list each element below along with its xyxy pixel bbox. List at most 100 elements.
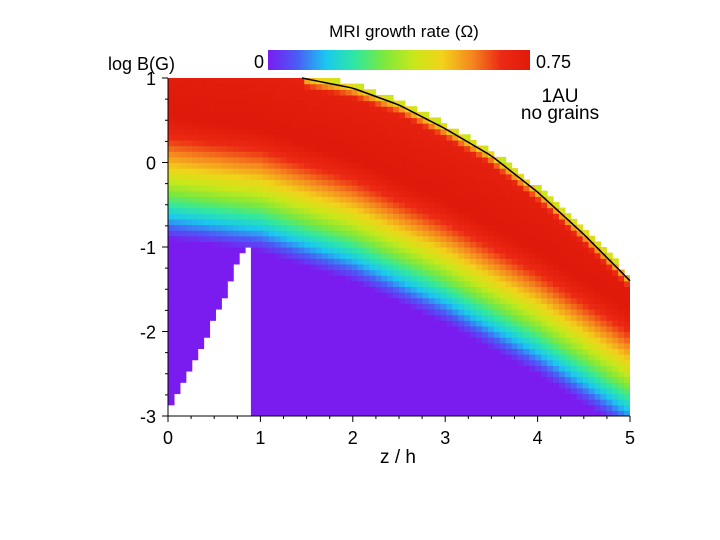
heatmap-cell (322, 252, 329, 259)
heatmap-cell (470, 348, 477, 355)
heatmap-cell (564, 337, 572, 344)
heatmap-cell (322, 387, 329, 395)
heatmap-cell (191, 134, 199, 141)
heatmap-cell (422, 145, 430, 152)
heatmap-cell (470, 145, 477, 152)
heatmap-cell (363, 404, 370, 411)
heatmap-cell (316, 331, 323, 338)
heatmap-cell (624, 292, 630, 299)
heatmap-cell (185, 235, 193, 242)
heatmap-cell (446, 258, 453, 265)
heatmap-cell (168, 337, 175, 344)
heatmap-cell (173, 139, 181, 147)
heatmap-cell (493, 331, 501, 338)
heatmap-cell (381, 207, 388, 214)
heatmap-cell (357, 111, 365, 119)
heatmap-cell (286, 168, 293, 175)
heatmap-cell (517, 269, 524, 276)
heatmap-cell (458, 308, 465, 316)
heatmap-cell (547, 207, 554, 214)
heatmap-cell (298, 134, 305, 141)
heatmap-cell (262, 173, 270, 180)
heatmap-cell (310, 348, 317, 355)
heatmap-cell (381, 111, 388, 119)
heatmap-cell (464, 308, 471, 316)
heatmap-cell (274, 286, 282, 293)
heatmap-cell (250, 247, 258, 254)
heatmap-cell (185, 365, 193, 372)
heatmap-cell (250, 218, 258, 226)
heatmap-cell (606, 303, 613, 310)
heatmap-cell (298, 89, 305, 96)
heatmap-cell (250, 269, 258, 276)
heatmap-cell (245, 235, 252, 242)
heatmap-cell (286, 297, 293, 304)
heatmap-cell (393, 156, 400, 164)
heatmap-cell (250, 297, 258, 304)
heatmap-cell (387, 337, 394, 344)
heatmap-cell (464, 286, 471, 293)
heatmap-cell (185, 348, 193, 355)
heatmap-cell (310, 258, 317, 265)
heatmap-cell (339, 235, 347, 242)
heatmap-cell (304, 393, 311, 400)
heatmap-cell (369, 331, 376, 338)
heatmap-cell (298, 342, 305, 349)
heatmap-cell (215, 258, 222, 265)
heatmap-cell (250, 235, 258, 242)
heatmap-cell (535, 286, 542, 293)
heatmap-cell (452, 139, 459, 147)
heatmap-cell (203, 145, 211, 152)
heatmap-cell (594, 404, 601, 411)
heatmap-cell (203, 168, 211, 175)
heatmap-cell (351, 314, 359, 321)
heatmap-cell (541, 359, 548, 366)
heatmap-cell (316, 179, 323, 186)
heatmap-cell (256, 128, 264, 135)
heatmap-cell (399, 173, 406, 180)
heatmap-cell (381, 365, 388, 372)
heatmap-cell (570, 376, 578, 383)
heatmap-cell (464, 280, 471, 288)
heatmap-cell (292, 123, 299, 130)
heatmap-cell (286, 128, 293, 135)
heatmap-cell (582, 337, 590, 344)
heatmap-cell (393, 258, 400, 265)
heatmap-cell (422, 128, 430, 135)
heatmap-cell (197, 230, 205, 237)
heatmap-cell (476, 399, 483, 406)
heatmap-cell (588, 297, 596, 304)
heatmap-cell (434, 224, 442, 231)
heatmap-cell (327, 286, 335, 293)
heatmap-cell (576, 247, 584, 254)
heatmap-cell (316, 308, 323, 316)
heatmap-cell (203, 196, 211, 203)
heatmap-cell (499, 354, 507, 361)
heatmap-cell (298, 123, 305, 130)
heatmap-cell (381, 185, 388, 192)
heatmap-cell (327, 292, 335, 299)
heatmap-cell (517, 275, 524, 282)
heatmap-cell (511, 399, 519, 406)
heatmap-cell (173, 134, 181, 141)
heatmap-cell (422, 331, 430, 338)
heatmap-cell (333, 342, 341, 349)
heatmap-cell (185, 100, 193, 107)
heatmap-cell (185, 258, 193, 265)
heatmap-cell (464, 292, 471, 299)
heatmap-cell (310, 376, 317, 383)
heatmap-cell (428, 168, 436, 175)
heatmap-cell (612, 348, 619, 355)
heatmap-cell (327, 94, 335, 102)
heatmap-cell (470, 156, 477, 164)
heatmap-cell (250, 382, 258, 389)
heatmap-cell (535, 241, 542, 248)
heatmap-cell (274, 359, 282, 366)
heatmap-cell (458, 218, 465, 226)
heatmap-cell (209, 89, 216, 96)
x-tick-label: 4 (533, 428, 543, 448)
heatmap-cell (316, 123, 323, 130)
heatmap-cell (606, 252, 613, 259)
heatmap-cell (322, 190, 329, 197)
heatmap-cell (245, 168, 252, 175)
